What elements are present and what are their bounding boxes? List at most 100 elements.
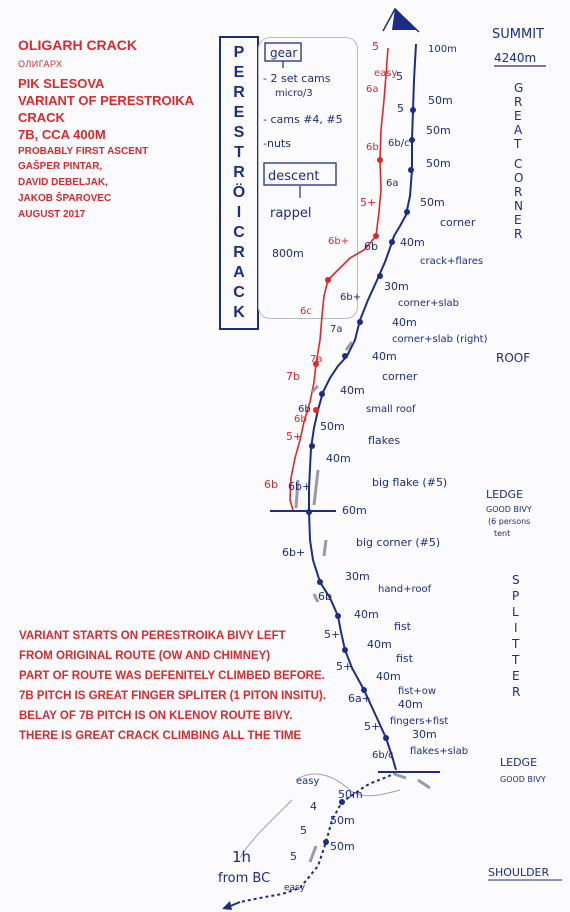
side-letter: S: [512, 573, 520, 587]
side-letter: N: [514, 199, 523, 213]
route-name-letter: C: [233, 224, 245, 241]
peak-name: PIK SLESOVA: [18, 76, 105, 91]
pitch-length: 40m: [376, 670, 401, 683]
pitch-description: fist: [394, 620, 412, 633]
pitch-grade: 6b/c: [372, 750, 394, 761]
pitch-grade: 5: [300, 824, 307, 837]
climber-1: GAŠPER PINTAR,: [18, 161, 103, 172]
route-info: OLIGARH CRACK ОЛИГАРХ PIK SLESOVA VARIAN…: [18, 36, 218, 223]
pitch-length: 50m: [426, 157, 451, 170]
pitch-length: 40m: [367, 638, 392, 651]
pitch-grade: 6b+: [288, 480, 311, 493]
shoulder-label: SHOULDER: [488, 866, 550, 879]
belay-point: [408, 167, 414, 173]
route-name-letter: C: [233, 284, 245, 301]
pitch-description: corner+slab (right): [392, 334, 488, 345]
pitch-grade: 6b/c: [388, 138, 410, 149]
descent-length: 800m: [272, 247, 304, 260]
pitch-length: 50m: [426, 124, 451, 137]
pitch-description: corner: [382, 370, 418, 383]
side-letter: R: [514, 185, 522, 199]
approach-from: from BC: [218, 871, 270, 886]
pitch-length: 50m: [428, 94, 453, 107]
pitch-length: 40m: [354, 608, 379, 621]
side-letter: C: [514, 157, 522, 171]
variant-notes: VARIANT STARTS ON PERESTROIKA BIVY LEFT …: [19, 626, 339, 746]
route-name-letter: R: [233, 164, 245, 181]
belay-point: [339, 799, 345, 805]
belay-point: [323, 839, 329, 845]
route-name-letter: I: [236, 204, 242, 221]
side-letter: T: [511, 637, 520, 651]
variant-grade: 5+: [360, 196, 376, 209]
variant-route-line: [289, 47, 389, 511]
belay-point: [404, 209, 410, 215]
summit-peak-outline: [382, 7, 420, 33]
climber-2: DAVID DEBELJAK,: [18, 177, 108, 188]
belay-point: [313, 361, 319, 367]
pitch-length: 40m: [372, 350, 397, 363]
pitch-length: 40m: [326, 452, 351, 465]
side-letter: T: [513, 137, 522, 151]
variant-of: VARIANT OF PERESTROIKA CRACK: [18, 93, 194, 125]
variant-grade: 6a: [366, 84, 379, 95]
pitch-length: 30m: [345, 570, 370, 583]
side-letter: P: [512, 589, 519, 603]
route-name-letter: R: [233, 244, 245, 261]
gear-heading: gear: [270, 46, 297, 60]
side-letter: E: [514, 213, 522, 227]
pitch-length: 30m: [384, 280, 409, 293]
pitch-description: flakes+slab: [410, 746, 468, 757]
pitch-grade: easy: [296, 776, 319, 787]
side-letter: E: [514, 109, 522, 123]
belay-point: [373, 233, 379, 239]
pitch-grade: 6b: [318, 590, 332, 603]
side-letter: I: [514, 621, 518, 635]
upper-ledge-note: tent: [494, 529, 510, 538]
belay-point: [319, 391, 325, 397]
variant-note-line: 7B PITCH IS GREAT FINGER SPLITER (1 PITO…: [19, 690, 326, 702]
route-title-cyrillic: ОЛИГАРХ: [18, 59, 63, 69]
pitch-description: hand+roof: [378, 584, 432, 595]
descent-heading-box: [263, 162, 337, 186]
route-name-letter: Ö: [232, 184, 246, 201]
belay-point: [383, 735, 389, 741]
pitch-length: 40m: [340, 384, 365, 397]
gear-item-1b: micro/3: [275, 88, 313, 99]
side-letter: R: [512, 685, 520, 699]
pitch-grade: 5+: [324, 628, 340, 641]
pitch-length: 40m: [392, 316, 417, 329]
side-letter: R: [514, 95, 522, 109]
belay-point: [309, 443, 315, 449]
belay-point: [410, 107, 416, 113]
route-title: OLIGARH CRACK: [18, 37, 137, 53]
variant-grade: 6c: [300, 306, 312, 317]
pitch-length: 50m: [338, 788, 363, 801]
pitch-length: 40m: [398, 698, 423, 711]
side-letter: E: [512, 669, 520, 683]
pitch-grade: 6b+: [282, 546, 305, 559]
descent-method: rappel: [270, 206, 311, 221]
gear-item-1: - 2 set cams: [263, 72, 331, 85]
splitter-label: S P L I T T E R: [511, 573, 520, 699]
pitch-description: small roof: [366, 404, 416, 415]
route-name-box: P E R E S T R Ö I C R A C K: [219, 36, 259, 330]
pitch-grade: 6a+: [348, 692, 371, 705]
route-name-letter: T: [234, 144, 244, 161]
pitch-grade: 6b: [364, 240, 378, 253]
route-name-letter: A: [233, 264, 245, 281]
gear-item-2: - cams #4, #5: [263, 113, 343, 126]
pitch-description: corner: [440, 216, 476, 229]
belay-point: [377, 273, 383, 279]
pitch-description: flakes: [368, 434, 400, 447]
pitch-description: fist: [396, 652, 414, 665]
variant-grade: 6b+: [328, 236, 349, 247]
summit-label: SUMMIT: [492, 27, 544, 42]
belay-point: [317, 579, 323, 585]
pitch-description: fist+ow: [398, 686, 436, 697]
pitch-grade: 5: [290, 850, 297, 863]
approach-time: 1h: [232, 848, 251, 866]
belay-point: [342, 353, 348, 359]
side-letter: O: [514, 171, 523, 185]
